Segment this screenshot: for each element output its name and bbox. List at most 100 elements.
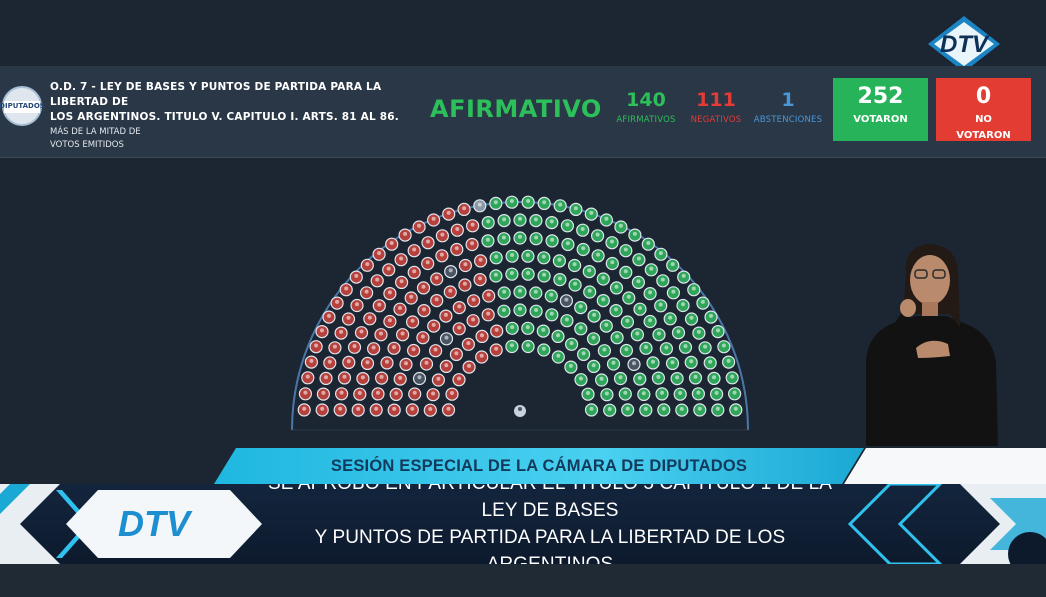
seat-avatar [611, 360, 616, 365]
chamber-logo-text: DIPUTADOS [0, 102, 45, 110]
box-votaron: 252 VOTARON [833, 78, 928, 141]
seat-avatar [681, 273, 686, 278]
seat-avatar [321, 390, 326, 395]
seat-avatar [389, 241, 394, 245]
seat-avatar [327, 359, 332, 364]
seat-avatar [374, 406, 379, 411]
seat-avatar [502, 289, 507, 294]
seat-avatar [444, 363, 449, 368]
no-votaron-label-line2: VOTARON [956, 130, 1011, 141]
seat-avatar [635, 331, 640, 336]
seat-avatar [303, 390, 308, 395]
seat-avatar [581, 246, 586, 251]
seat-avatar [558, 202, 563, 207]
seat-avatar [549, 311, 554, 316]
afirmativos-value: 140 [626, 89, 666, 111]
seat-avatar [385, 359, 389, 364]
seat-avatar [359, 329, 364, 334]
seat-avatar [557, 257, 562, 262]
seat-avatar [689, 359, 694, 364]
seat-avatar [332, 344, 337, 349]
seat-avatar [675, 375, 680, 380]
seat-avatar [696, 329, 701, 334]
seat-avatar [518, 288, 522, 293]
seat-avatar [542, 200, 547, 205]
seat-avatar [618, 375, 623, 380]
seat-avatar [371, 345, 376, 350]
seat-avatar [436, 376, 441, 381]
seat-avatar [578, 304, 583, 309]
seat-avatar [493, 200, 498, 205]
seat-avatar [595, 232, 600, 237]
seat-avatar [479, 353, 484, 358]
seat-avatar [440, 232, 445, 237]
seat-avatar [573, 206, 578, 211]
seat-avatar [354, 273, 359, 278]
abstenciones-value: 1 [781, 89, 795, 111]
seat-avatar [344, 286, 349, 291]
seat-avatar [581, 351, 586, 356]
seat-avatar [709, 313, 713, 318]
seat-avatar [670, 262, 675, 267]
lower-third-logo-text: DTV [118, 503, 193, 544]
seat-avatar [420, 334, 425, 339]
seat-avatar [324, 375, 328, 380]
seat-avatar [668, 315, 673, 320]
seat-avatar [399, 279, 404, 284]
seat-avatar [305, 374, 310, 379]
seat-avatar [589, 210, 594, 215]
seat-avatar [510, 253, 515, 257]
seat-avatar [486, 292, 491, 297]
abstenciones-label: ABSTENCIONES [753, 115, 823, 125]
seat-avatar [678, 391, 683, 395]
seat-avatar [339, 390, 344, 395]
seat-avatar [618, 223, 623, 228]
seat-avatar [526, 271, 531, 275]
seat-avatar [425, 260, 430, 265]
seat-avatar [658, 302, 663, 307]
seat-avatar [398, 375, 403, 380]
seat-avatar [398, 306, 402, 310]
seat-avatar [589, 406, 594, 411]
seat-avatar [696, 390, 701, 395]
seat-avatar [565, 241, 570, 246]
seat-avatar [708, 359, 713, 364]
seat-avatar [434, 297, 439, 302]
seat-avatar [365, 262, 370, 267]
dtv-logo-text: DTV [940, 31, 990, 58]
no-votaron-label-line1: NO [975, 114, 992, 125]
seat-avatar [541, 254, 546, 259]
seat-avatar [660, 390, 664, 395]
seat-avatar [518, 306, 522, 311]
seat-avatar [403, 231, 408, 236]
seat-avatar [493, 272, 498, 277]
seat-avatar [572, 262, 577, 267]
seat-avatar [462, 206, 467, 211]
seat-avatar [599, 376, 604, 381]
seat-avatar [457, 376, 461, 381]
seat-avatar [518, 234, 522, 239]
seat-avatar [360, 375, 365, 380]
seat-avatar [387, 318, 392, 323]
seat-avatar [625, 318, 630, 323]
seat-avatar [604, 216, 609, 221]
seat-avatar [392, 345, 396, 350]
seat-avatar [700, 299, 705, 304]
seat-avatar [533, 289, 538, 294]
seat-avatar [377, 302, 382, 307]
seat-avatar [338, 406, 343, 411]
seat-avatar [375, 277, 380, 282]
seat-avatar [421, 284, 426, 289]
seat-avatar [327, 313, 331, 318]
seat-avatar [400, 331, 405, 336]
seat-avatar [614, 284, 619, 289]
seat-avatar [470, 241, 475, 246]
seat-avatar [648, 318, 653, 323]
seat-avatar [691, 286, 696, 291]
seat-avatar [477, 202, 482, 207]
seat-avatar [573, 281, 578, 286]
seat-avatar [412, 269, 417, 274]
seat-avatar [601, 275, 606, 280]
seat-avatar [387, 290, 392, 295]
seat-avatar [478, 257, 483, 262]
